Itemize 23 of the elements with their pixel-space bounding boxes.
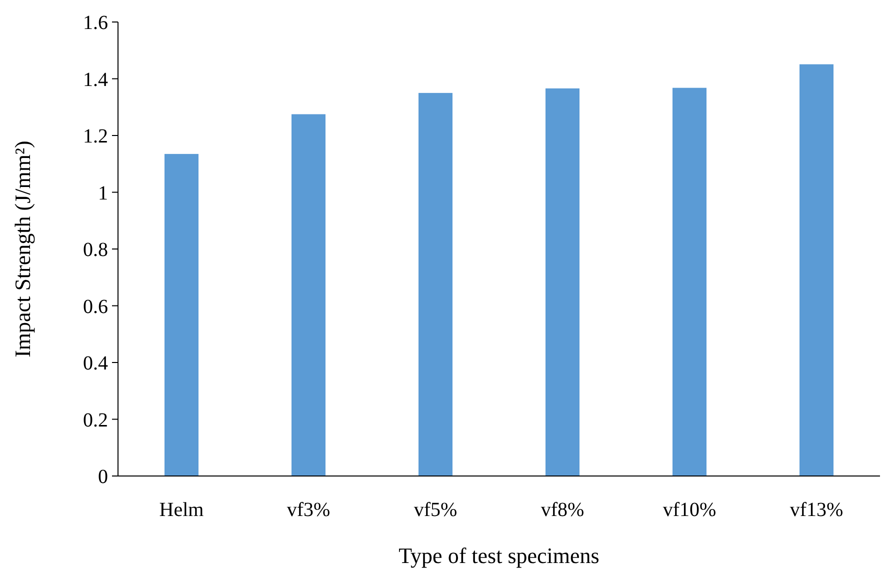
x-axis-title: Type of test specimens (398, 543, 600, 568)
bar (292, 114, 326, 476)
bar (672, 88, 706, 476)
x-tick-label: vf13% (790, 499, 844, 521)
y-axis-title: Impact Strength (J/mm²) (10, 140, 35, 358)
y-tick-label: 1.4 (83, 68, 108, 91)
x-tick-label: vf5% (414, 499, 458, 521)
y-tick-label: 1 (98, 182, 108, 204)
y-tick-label: 0.8 (83, 239, 108, 261)
bar (800, 64, 834, 476)
y-tick-label: 0.4 (83, 352, 108, 374)
y-tick-label: 0.2 (83, 409, 108, 432)
bar (164, 154, 198, 476)
bar (418, 92, 452, 476)
x-tick-label: vf8% (540, 499, 584, 521)
x-tick-label: vf3% (286, 499, 330, 521)
y-tick-label: 1.2 (83, 126, 108, 148)
y-tick-label: 0 (98, 466, 108, 488)
y-tick-label: 0.6 (83, 296, 108, 318)
bar (546, 88, 580, 476)
x-tick-label: vf10% (662, 499, 716, 521)
x-tick-label: Helm (159, 499, 204, 521)
y-tick-label: 1.6 (83, 12, 108, 34)
